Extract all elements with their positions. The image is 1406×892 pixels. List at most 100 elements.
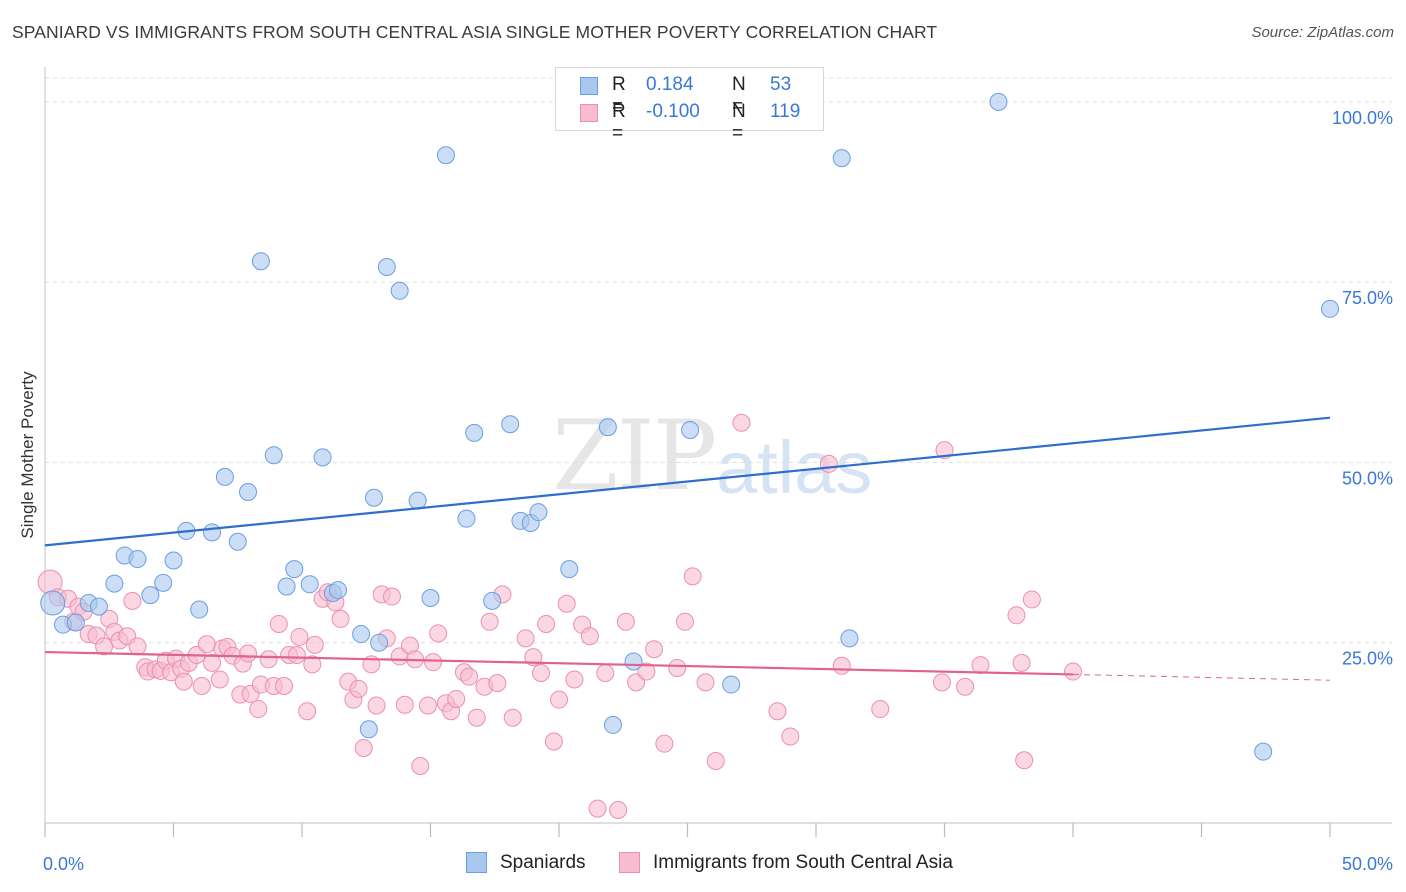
series-immigrants-points xyxy=(37,413,1082,820)
immigrants-point xyxy=(429,624,448,643)
spaniards-point xyxy=(154,573,173,592)
immigrants-point xyxy=(1015,751,1034,770)
immigrants-point xyxy=(1012,653,1031,672)
immigrants-point xyxy=(675,612,694,631)
series-spaniards-points xyxy=(40,91,1339,761)
immigrants-point xyxy=(174,672,193,691)
spaniards-point xyxy=(228,532,247,551)
immigrants-point xyxy=(480,612,499,631)
x-tick-label: 0.0% xyxy=(43,854,84,874)
immigrants-point xyxy=(683,567,702,586)
bottom-legend-swatch-blue xyxy=(466,852,487,873)
immigrants-point xyxy=(956,677,975,696)
spaniards-point xyxy=(436,146,455,165)
immigrants-point xyxy=(395,695,414,714)
immigrants-point xyxy=(411,757,430,776)
immigrants-point xyxy=(290,627,309,646)
legend-n-value: 53 xyxy=(770,74,792,95)
immigrants-point xyxy=(637,662,656,681)
immigrants-point xyxy=(588,799,607,818)
immigrants-point xyxy=(1064,662,1082,681)
y-tick-label: 25.0% xyxy=(1342,649,1393,669)
immigrants-point xyxy=(781,727,800,746)
spaniards-point xyxy=(681,420,700,439)
spaniards-point xyxy=(285,560,304,579)
y-axis-label: Single Mother Poverty xyxy=(18,371,37,539)
spaniards-point xyxy=(264,446,283,465)
immigrants-point xyxy=(645,640,664,659)
immigrants-point xyxy=(557,594,576,613)
immigrants-point xyxy=(935,441,954,460)
spaniards-point xyxy=(560,560,579,579)
tick-labels: 25.0% 50.0% 75.0% 100.0% 0.0% 50.0% xyxy=(43,108,1393,874)
immigrants-point xyxy=(305,635,324,654)
spaniards-point xyxy=(105,574,124,593)
legend-r-value: 0.184 xyxy=(646,74,694,95)
immigrants-point xyxy=(655,734,674,753)
immigrants-point xyxy=(1007,606,1026,625)
immigrants-point xyxy=(819,454,838,473)
immigrants-point xyxy=(192,676,211,695)
immigrants-point xyxy=(503,708,522,727)
immigrants-point xyxy=(668,658,687,677)
immigrants-point xyxy=(832,656,851,675)
immigrants-point xyxy=(609,801,628,820)
immigrants-point xyxy=(239,644,258,663)
y-tick-label: 100.0% xyxy=(1332,108,1393,128)
spaniards-point xyxy=(408,491,427,510)
spaniards-point xyxy=(277,577,296,596)
immigrants-point xyxy=(303,655,322,674)
immigrants-point xyxy=(367,696,386,715)
immigrants-point xyxy=(210,670,229,689)
source-label: Source: ZipAtlas.com xyxy=(1251,24,1394,41)
immigrants-point xyxy=(532,664,551,682)
immigrants-point xyxy=(706,751,725,770)
immigrants-point xyxy=(197,635,216,654)
spaniards-point xyxy=(128,550,147,569)
immigrants-point xyxy=(249,700,268,719)
immigrants-point xyxy=(565,670,584,689)
immigrants-point xyxy=(424,653,443,672)
spaniards-point xyxy=(328,581,347,600)
immigrants-point xyxy=(550,690,568,709)
immigrants-point xyxy=(580,627,599,646)
spaniards-point xyxy=(313,448,332,467)
spaniards-point xyxy=(722,675,741,694)
immigrants-point xyxy=(467,708,486,727)
immigrants-point xyxy=(871,700,890,719)
chart-title: SPANIARD VS IMMIGRANTS FROM SOUTH CENTRA… xyxy=(12,22,938,42)
spaniards-point xyxy=(457,509,476,528)
spaniards-point xyxy=(840,629,859,648)
spaniards-point xyxy=(421,589,440,607)
spaniards-point xyxy=(364,488,383,507)
immigrants-point xyxy=(537,614,556,633)
bottom-legend-swatch-pink xyxy=(619,852,640,873)
legend-n-label: N = xyxy=(732,101,746,144)
spaniards-point xyxy=(529,503,548,522)
trend-line-extension xyxy=(1072,673,1331,681)
legend-swatch-blue xyxy=(580,77,598,95)
y-tick-label: 50.0% xyxy=(1342,468,1393,488)
spaniards-point xyxy=(832,149,851,168)
immigrants-point xyxy=(596,664,615,682)
spaniards-point xyxy=(603,715,622,734)
trend-line xyxy=(44,416,1331,547)
immigrants-point xyxy=(275,676,294,695)
trend-line xyxy=(44,650,1074,676)
immigrants-point xyxy=(331,609,350,628)
legend-r-label: R = xyxy=(612,101,626,144)
immigrants-point xyxy=(696,673,715,692)
immigrants-point xyxy=(768,702,787,721)
immigrants-point xyxy=(128,637,147,656)
spaniards-point xyxy=(390,281,409,300)
spaniards-point xyxy=(501,415,520,434)
immigrants-point xyxy=(349,679,368,698)
bottom-legend-label: Immigrants from South Central Asia xyxy=(653,852,953,873)
x-tick-label: 50.0% xyxy=(1342,854,1393,874)
watermark-atlas: atlas xyxy=(716,426,873,509)
immigrants-point xyxy=(971,656,990,675)
axes xyxy=(44,67,1392,837)
spaniards-point xyxy=(141,586,160,605)
legend-n-label: N = xyxy=(732,74,746,117)
